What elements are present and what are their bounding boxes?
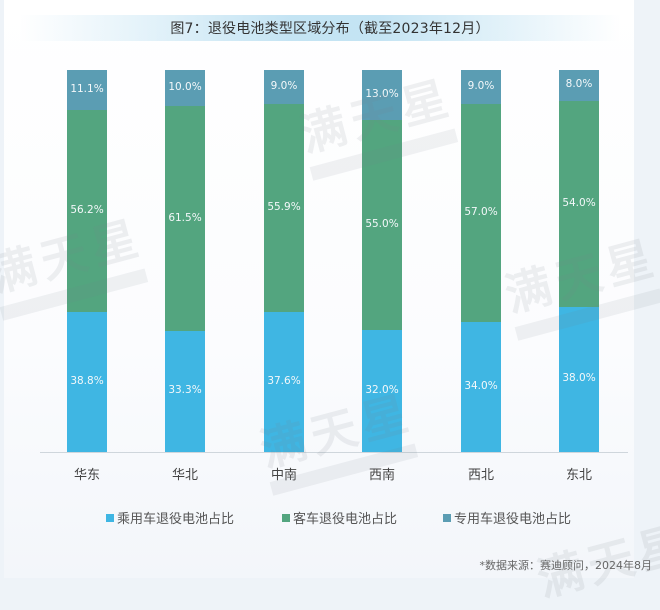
x-tick-label: 东北 — [565, 468, 592, 483]
bar-segment: 61.5% — [165, 106, 205, 331]
legend-swatch-icon — [106, 513, 114, 522]
stacked-bar: 33.3% 61.5% 10.0% — [165, 70, 205, 452]
chart-panel — [4, 0, 634, 578]
bar-segment: 33.3% — [165, 330, 205, 452]
bar-segment: 55.0% — [362, 119, 402, 330]
data-label: 13.0% — [365, 87, 399, 100]
data-label: 11.1% — [70, 82, 104, 95]
data-label: 55.0% — [365, 217, 399, 230]
legend-swatch-icon — [282, 513, 290, 522]
x-tick-label: 西南 — [368, 468, 395, 483]
legend-label: 专用车退役电池占比 — [454, 512, 572, 527]
bar-segment: 38.8% — [67, 312, 107, 452]
data-label: 56.2% — [70, 204, 104, 217]
plot-area: 38.8% 56.2% 11.1% 华东 33.3% 61.5% 10.0% 华北 37.6% 5… — [40, 70, 628, 483]
data-label: 38.8% — [70, 375, 104, 388]
legend-item-passenger: 乘用车退役电池占比 — [106, 508, 234, 527]
legend-label: 乘用车退役电池占比 — [117, 512, 235, 527]
data-label: 33.3% — [168, 384, 202, 397]
data-label: 38.0% — [562, 372, 596, 385]
data-label: 8.0% — [565, 78, 593, 91]
x-tick-label: 华东 — [73, 468, 100, 483]
legend-swatch-icon — [443, 513, 451, 522]
data-label: 9.0% — [270, 79, 298, 92]
legend-label: 客车退役电池占比 — [293, 512, 398, 527]
bar-segment: 9.0% — [461, 70, 501, 105]
data-label: 54.0% — [562, 196, 596, 209]
data-source-note: *数据来源：赛迪顾问，2024年8月 — [479, 559, 653, 572]
legend-item-bus: 客车退役电池占比 — [282, 508, 397, 527]
bar-segment: 8.0% — [559, 70, 599, 101]
data-label: 61.5% — [168, 211, 202, 224]
title-band — [20, 15, 620, 41]
data-label: 57.0% — [464, 206, 498, 219]
bar-segment: 38.0% — [559, 306, 599, 452]
bar-segment: 13.0% — [362, 70, 402, 120]
stacked-bar: 37.6% 55.9% 9.0% — [264, 70, 304, 452]
bar-segment: 37.6% — [264, 311, 304, 452]
x-tick-label: 华北 — [171, 468, 198, 483]
data-label: 10.0% — [168, 81, 202, 94]
data-label: 32.0% — [365, 383, 399, 396]
bar-segment: 32.0% — [362, 329, 402, 452]
data-label: 37.6% — [267, 374, 301, 387]
data-label: 9.0% — [467, 80, 495, 93]
bar-segment: 54.0% — [559, 100, 599, 307]
x-tick-label: 中南 — [270, 468, 297, 483]
x-axis-line — [40, 452, 628, 453]
bar-segment: 55.9% — [264, 103, 304, 312]
stacked-bar: 38.8% 56.2% 11.1% — [67, 70, 107, 452]
bar-segment: 11.1% — [67, 70, 107, 110]
bar-segment: 34.0% — [461, 322, 501, 452]
bar-segment: 56.2% — [67, 109, 107, 313]
bar-segment: 9.0% — [264, 70, 304, 104]
stacked-bar: 34.0% 57.0% 9.0% — [461, 70, 501, 452]
chart-title: 图7：退役电池类型区域分布（截至2023年12月） — [170, 21, 490, 37]
bar-segment: 10.0% — [165, 70, 205, 107]
stacked-bar: 38.0% 54.0% 8.0% — [559, 70, 599, 452]
legend-item-special: 专用车退役电池占比 — [443, 508, 571, 527]
x-tick-label: 西北 — [467, 468, 494, 483]
stacked-bar: 32.0% 55.0% 13.0% — [362, 70, 402, 452]
data-label: 34.0% — [464, 380, 498, 393]
bar-segment: 57.0% — [461, 104, 501, 323]
data-label: 55.9% — [267, 200, 301, 213]
